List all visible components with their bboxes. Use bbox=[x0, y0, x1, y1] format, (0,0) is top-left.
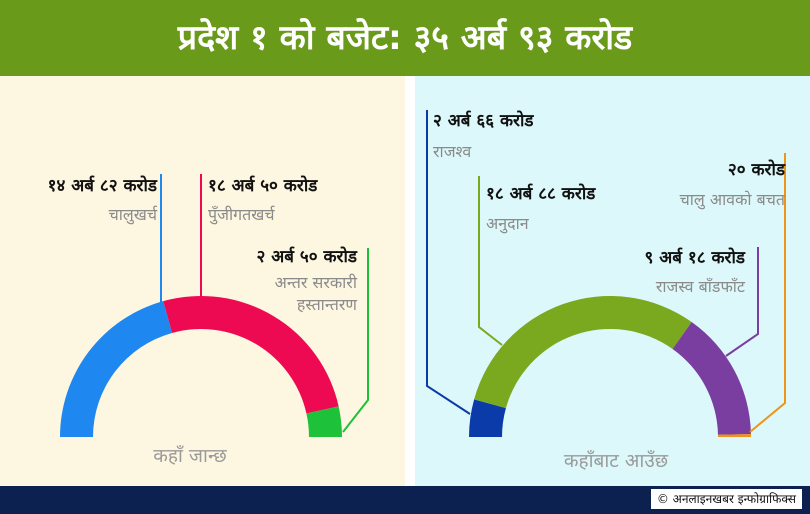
revenue-category-label-2: अनुदान bbox=[486, 214, 530, 234]
revenue-category-label-3: राजस्व बाँडफाँट bbox=[656, 277, 746, 296]
expenditure-amount-label-3: २ अर्ब ५० करोड bbox=[257, 246, 358, 267]
expenditure-category-label-3-line-2: हस्तान्तरण bbox=[297, 295, 358, 314]
credit-label: © अनलाइनखबर इन्फोग्राफिक्स bbox=[650, 489, 802, 509]
revenue-leader-line-2 bbox=[478, 176, 503, 346]
revenue-leader-line-3 bbox=[725, 247, 759, 357]
expenditure-amount-label-2: १८ अर्ब ५० करोड bbox=[208, 175, 318, 196]
revenue-slice-2 bbox=[474, 296, 692, 409]
revenue-amount-label-3: ९ अर्ब १८ करोड bbox=[645, 247, 746, 268]
revenue-amount-label-4: २० करोड bbox=[728, 159, 786, 180]
revenue-amount-label-2: १८ अर्ब ८८ करोड bbox=[486, 183, 596, 204]
revenue-slice-4 bbox=[717, 434, 751, 437]
revenue-leader-line-4 bbox=[749, 153, 786, 433]
expenditure-category-label-2: पुँजीगतखर्च bbox=[208, 205, 275, 225]
expenditure-slice-3 bbox=[306, 406, 342, 437]
panel-divider bbox=[405, 76, 415, 486]
revenue-category-label-1: राजश्व bbox=[433, 142, 472, 161]
title-bar bbox=[0, 0, 810, 76]
chart-title-revenue: कहाँबाट आउँछ bbox=[564, 449, 669, 472]
expenditure-chart: कहाँ जान्छ १४ अर्ब ८२ करोड चालुखर्च १८ अर्… bbox=[48, 174, 369, 467]
expenditure-category-label-1: चालुखर्च bbox=[109, 205, 158, 225]
revenue-slice-3 bbox=[672, 322, 751, 435]
expenditure-slice-1 bbox=[60, 301, 173, 437]
revenue-slice-1 bbox=[469, 399, 506, 437]
expenditure-leader-line-3 bbox=[342, 248, 369, 433]
page-title: प्रदेश १ को बजेट: ३५ अर्ब ९३ करोड bbox=[177, 18, 633, 58]
expenditure-category-label-3-line-1: अन्तर सरकारी bbox=[275, 273, 358, 292]
revenue-leader-line-1 bbox=[426, 110, 471, 415]
revenue-category-label-4: चालु आवको बचत bbox=[680, 190, 786, 210]
chart-title-expenditure: कहाँ जान्छ bbox=[153, 444, 227, 467]
revenue-amount-label-1: २ अर्ब ६६ करोड bbox=[433, 110, 534, 131]
revenue-chart: कहाँबाट आउँछ २ अर्ब ६६ करोड राजश्व १८ अर्ब… bbox=[426, 110, 786, 472]
expenditure-slice-2 bbox=[163, 296, 339, 414]
expenditure-amount-label-1: १४ अर्ब ८२ करोड bbox=[48, 175, 158, 196]
